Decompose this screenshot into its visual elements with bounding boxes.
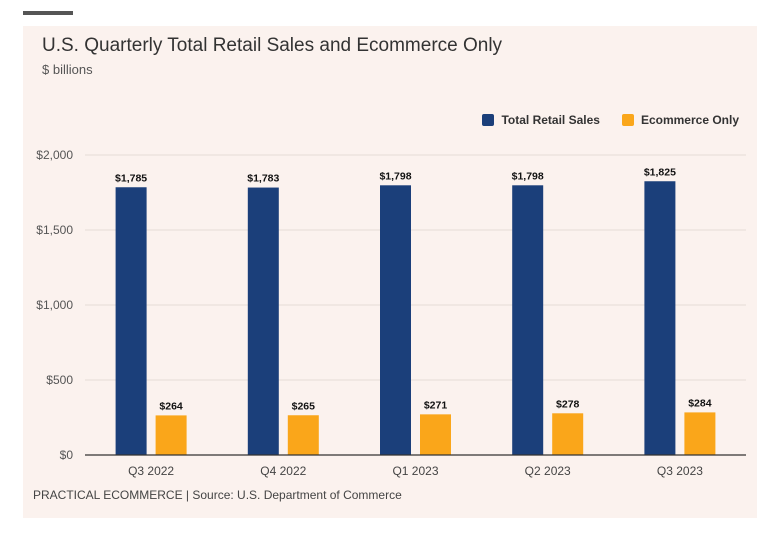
legend-swatch-ecommerce	[621, 114, 634, 126]
bar-retail	[380, 185, 411, 456]
data-label: $271	[424, 399, 448, 411]
data-label: $1,798	[379, 170, 411, 182]
legend-item-retail[interactable]: Total Retail Sales	[482, 113, 600, 127]
data-label: $1,783	[247, 173, 279, 185]
chart-panel: U.S. Quarterly Total Retail Sales and Ec…	[23, 26, 757, 518]
x-tick-label: Q3 2022	[128, 464, 174, 478]
source-note: PRACTICAL ECOMMERCE | Source: U.S. Depar…	[33, 488, 402, 502]
bar-retail	[644, 181, 676, 455]
data-label: $264	[159, 400, 183, 412]
y-tick-label: $1,500	[36, 223, 73, 237]
bar-ecommerce	[684, 412, 716, 455]
y-tick-label: $2,000	[36, 148, 73, 162]
data-label: $1,785	[115, 172, 147, 184]
x-tick-label: Q4 2022	[260, 464, 306, 478]
x-tick-label: Q3 2023	[657, 464, 703, 478]
bar-ecommerce	[420, 414, 451, 455]
x-tick-label: Q2 2023	[525, 464, 571, 478]
bar-retail	[115, 187, 147, 455]
y-tick-label: $0	[60, 448, 74, 462]
x-tick-label: Q1 2023	[392, 464, 438, 478]
data-label: $1,798	[512, 170, 544, 182]
bar-retail	[247, 187, 279, 456]
legend-label-ecommerce: Ecommerce Only	[640, 113, 739, 127]
bar-ecommerce	[552, 413, 584, 455]
chart-title: U.S. Quarterly Total Retail Sales and Ec…	[42, 35, 503, 56]
data-label: $284	[688, 397, 712, 409]
data-label: $265	[292, 400, 316, 412]
top-accent-rule	[23, 11, 73, 15]
legend-item-ecommerce[interactable]: Ecommerce Only	[621, 113, 739, 127]
bar-retail	[512, 185, 544, 456]
legend-label-retail: Total Retail Sales	[501, 113, 600, 127]
bar-ecommerce	[155, 415, 187, 455]
data-label: $1,825	[644, 166, 676, 178]
legend: Total Retail Sales Ecommerce Only	[460, 113, 739, 127]
chart-subtitle: $ billions	[42, 62, 93, 77]
legend-swatch-retail	[482, 114, 495, 126]
y-tick-label: $500	[46, 373, 73, 387]
bar-ecommerce	[287, 415, 319, 455]
y-tick-label: $1,000	[36, 298, 73, 312]
data-label: $278	[556, 398, 580, 410]
bar-chart: $0 $500 $1,000 $1,500 $2,000 $1,785 $264 Q3 202…	[36, 148, 746, 478]
